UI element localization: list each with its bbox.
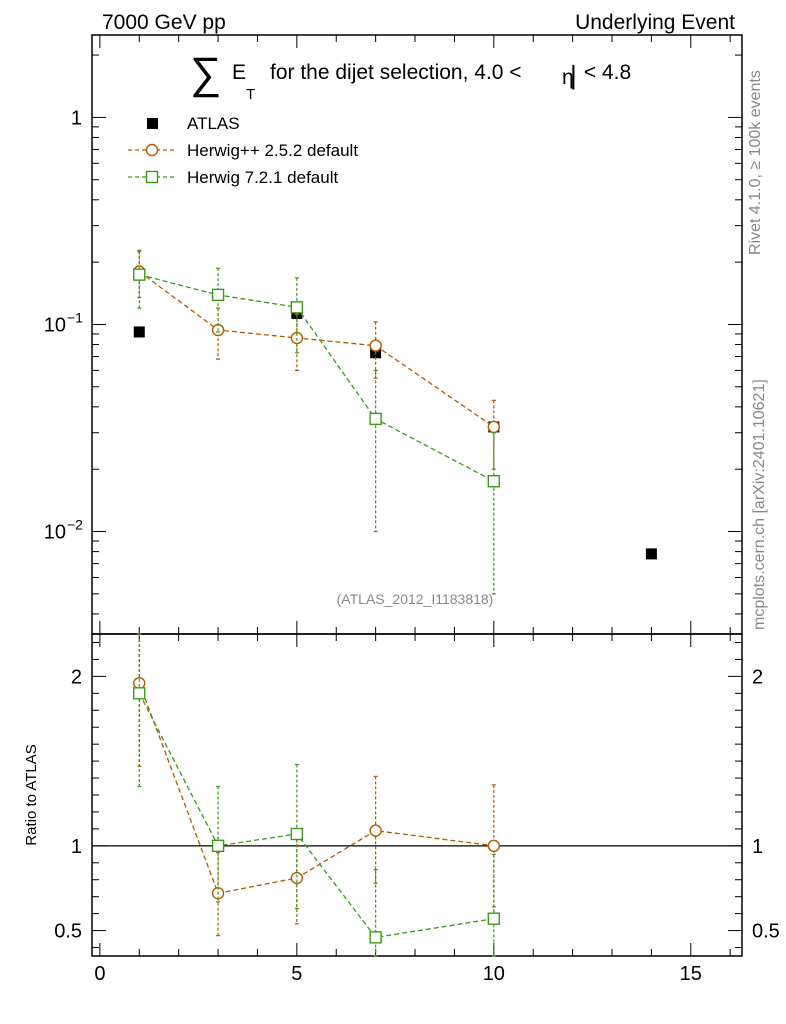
rivet-label: Rivet 4.1.0, ≥ 100k events [747, 70, 764, 255]
legend: ATLAS Herwig++ 2.5.2 default Herwig 7.2.… [128, 114, 358, 187]
series-herwig252 [133, 250, 501, 470]
series-herwig721 [133, 249, 501, 595]
data-point [487, 420, 501, 434]
data-point [133, 268, 146, 281]
y-tick-label-right: 2 [752, 666, 763, 688]
x-tick-label: 5 [291, 963, 302, 985]
data-point [290, 871, 304, 885]
data-point [487, 839, 501, 853]
data-point [487, 475, 501, 488]
y-tick-label: 1 [71, 107, 82, 129]
analysis-id: (ATLAS_2012_I1183818) [337, 591, 494, 607]
ratio-panel: 0.5 0.5 1 1 2 2 0 5 10 15 [54, 633, 780, 985]
x-tick-label: 0 [94, 963, 105, 985]
sum-symbol: ∑ [190, 49, 221, 98]
title-sub: T [246, 86, 255, 103]
header-right: Underlying Event [575, 11, 735, 34]
series-herwig252 [133, 633, 501, 937]
data-point [369, 339, 382, 352]
series-line-herwig721 [139, 274, 495, 482]
data-point [211, 839, 225, 853]
series-line-herwig252 [138, 271, 495, 428]
y-tick-label-right: 0.5 [752, 921, 780, 943]
title-text: for the dijet selection, 4.0 < [270, 61, 522, 84]
x-tick-label: 10 [483, 963, 505, 985]
title-eta: η [562, 66, 574, 89]
title-bar: | [570, 60, 577, 90]
legend-label-herwig721: Herwig 7.2.1 default [187, 168, 338, 187]
ratio-frame [91, 633, 743, 957]
legend-label-atlas: ATLAS [187, 114, 240, 133]
legend-label-herwig252: Herwig++ 2.5.2 default [187, 141, 358, 160]
y-tick-label-exponent: −2 [67, 517, 83, 533]
data-point [487, 912, 501, 925]
series-line-herwig721 [138, 693, 494, 939]
mcplots-label: mcplots.cern.ch [arXiv:2401.10621] [751, 379, 768, 630]
data-point [133, 326, 145, 338]
header-left: 7000 GeV pp [102, 11, 226, 34]
data-point [369, 824, 382, 837]
data-point [133, 687, 146, 700]
title-text2: < 4.8 [578, 61, 631, 84]
y-tick-label: 10 [44, 314, 66, 336]
y-tick-label: 0.5 [54, 921, 82, 943]
series-herwig721 [133, 633, 501, 957]
plot-title: ∑ E T for the dijet selection, 4.0 < η |… [190, 49, 631, 103]
legend-marker-herwig252 [145, 143, 159, 157]
series-line-herwig252 [138, 682, 494, 895]
data-point [369, 931, 382, 944]
data-point [290, 827, 304, 841]
data-point [645, 548, 657, 560]
y-tick-label-right: 1 [752, 836, 763, 858]
y-tick-label: 1 [71, 836, 82, 858]
y-tick-label-exponent: −1 [67, 309, 83, 325]
y-tick-label: 2 [71, 666, 82, 688]
main-panel: 110−110−2 [44, 34, 743, 635]
legend-marker-herwig721 [145, 170, 159, 184]
y-tick-label: 10 [44, 522, 66, 544]
x-tick-label: 15 [680, 963, 702, 985]
data-point [369, 412, 382, 426]
data-point [290, 301, 304, 314]
title-var: E [232, 61, 246, 84]
ratio-ylabel: Ratio to ATLAS [23, 744, 40, 845]
data-point [211, 288, 225, 302]
legend-marker-atlas [147, 118, 158, 129]
